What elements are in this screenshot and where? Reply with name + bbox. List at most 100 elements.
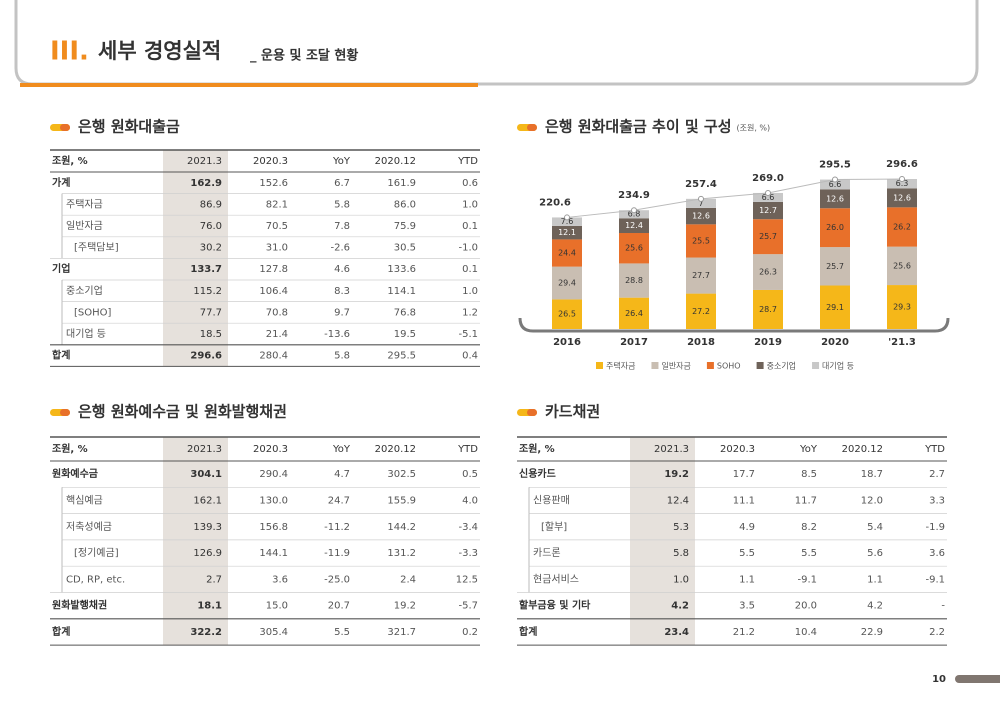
row-label: 원화예수금 — [52, 467, 98, 480]
segment-label: 6.3 — [896, 179, 909, 188]
table-cell: 76.0 — [200, 221, 222, 232]
table-cell: - — [941, 601, 945, 612]
column-header: YTD — [924, 444, 945, 455]
bar-segment — [753, 289, 783, 329]
table-cell: 321.7 — [387, 627, 416, 638]
segment-label: 27.2 — [692, 307, 710, 316]
table-cell: 162.1 — [193, 495, 222, 506]
table-cell: 10.4 — [795, 627, 817, 638]
table-cell: 1.0 — [462, 286, 478, 297]
segment-label: 25.7 — [759, 232, 777, 241]
segment-label: 12.4 — [625, 221, 643, 230]
legend-swatch — [706, 362, 714, 369]
table-cell: -13.6 — [324, 329, 350, 340]
table-cell: 75.9 — [394, 221, 416, 232]
table-cell: 131.2 — [387, 548, 416, 559]
row-label: 원화발행채권 — [52, 599, 107, 612]
table-cell: 4.0 — [462, 495, 478, 506]
bar-segment — [753, 192, 783, 202]
table-cell: 8.5 — [801, 469, 817, 480]
trend-marker — [899, 176, 905, 182]
bar-segment — [686, 293, 716, 329]
table-cell: 3.3 — [929, 495, 945, 506]
column-header: 2021.3 — [187, 444, 222, 455]
table-cell: 322.2 — [190, 627, 222, 638]
legend-label: 중소기업 — [767, 362, 796, 371]
total-label: 220.6 — [539, 197, 571, 208]
bar-segment — [552, 239, 582, 267]
table-cell: 4.6 — [334, 264, 350, 275]
table-cell: 19.5 — [394, 329, 416, 340]
total-label: 257.4 — [685, 179, 717, 190]
trend-line — [566, 178, 903, 218]
row-label: 대기업 등 — [66, 327, 106, 340]
table-cell: -11.2 — [324, 522, 350, 533]
segment-label: 12.6 — [692, 212, 710, 221]
table-cell: 295.5 — [387, 351, 416, 362]
table-cell: 70.8 — [266, 307, 288, 318]
table-cell: 126.9 — [193, 548, 222, 559]
column-header: 2020.3 — [253, 156, 288, 167]
row-label: 가계 — [52, 176, 70, 189]
row-label: 신용판매 — [533, 494, 570, 506]
page-number-group: 10 — [932, 674, 1000, 685]
section-title: 은행 원화대출금 — [78, 118, 180, 136]
table-cell: 5.8 — [334, 351, 350, 362]
x-tick-label: 2018 — [687, 337, 715, 348]
bar-segment — [753, 219, 783, 255]
legend-swatch — [812, 362, 820, 369]
row-label: 현금서비스 — [533, 573, 579, 585]
table-cell: 18.1 — [197, 601, 222, 612]
segment-label: 26.4 — [625, 309, 643, 318]
trend-marker — [631, 207, 637, 214]
total-label: 296.6 — [886, 159, 918, 170]
column-header: 2020.12 — [842, 444, 883, 455]
column-header: 2020.12 — [375, 156, 416, 167]
row-label: 기업 — [52, 262, 70, 275]
total-label: 269.0 — [752, 173, 784, 184]
table-cell: -1.0 — [458, 243, 478, 254]
segment-label: 26.2 — [893, 223, 911, 232]
column-header: 2020.3 — [253, 444, 288, 455]
segment-label: 25.6 — [625, 244, 643, 253]
table-cell: 4.9 — [739, 522, 755, 533]
x-tick-label: 2016 — [553, 337, 581, 348]
trend-marker — [765, 189, 771, 196]
segment-label: 12.6 — [893, 193, 911, 202]
row-label: 신용카드 — [519, 467, 556, 480]
table-cell: 21.2 — [733, 627, 755, 638]
header-numeral: III. — [50, 37, 89, 67]
table-cell: 1.0 — [673, 574, 689, 585]
page-number: 10 — [932, 674, 946, 685]
row-label: 카드론 — [533, 547, 561, 559]
x-tick-label: 2019 — [754, 337, 782, 348]
row-label: 합계 — [519, 625, 537, 638]
x-tick-label: '21.3 — [888, 337, 916, 348]
table-cell: 0.4 — [462, 351, 478, 362]
table-cell: 139.3 — [193, 522, 222, 533]
table-cell: 114.1 — [387, 286, 416, 297]
table-cell: 76.8 — [394, 307, 416, 318]
x-tick-label: 2017 — [620, 337, 648, 348]
table-cell: 5.8 — [673, 548, 689, 559]
table-cell: 127.8 — [259, 264, 288, 275]
table-cell: 31.0 — [266, 243, 288, 254]
column-header: YTD — [457, 444, 478, 455]
total-label: 295.5 — [819, 160, 851, 171]
bar-segment — [552, 299, 582, 329]
table-cell: -5.7 — [458, 601, 478, 612]
trend-marker — [698, 195, 704, 202]
highlight-column — [630, 437, 695, 646]
table-cell: 4.2 — [867, 601, 883, 612]
bar-segment — [686, 207, 716, 225]
legend-label: 주택자금 — [606, 361, 635, 371]
table-cell: 12.4 — [667, 495, 689, 506]
table-cell: 302.5 — [387, 469, 416, 480]
segment-label: 7.6 — [561, 217, 574, 226]
table-cell: -25.0 — [324, 574, 350, 585]
table-cell: 7.8 — [334, 221, 350, 232]
table-cell: 0.2 — [462, 627, 478, 638]
segment-label: 28.8 — [625, 276, 643, 285]
table-cell: 5.4 — [867, 522, 883, 533]
